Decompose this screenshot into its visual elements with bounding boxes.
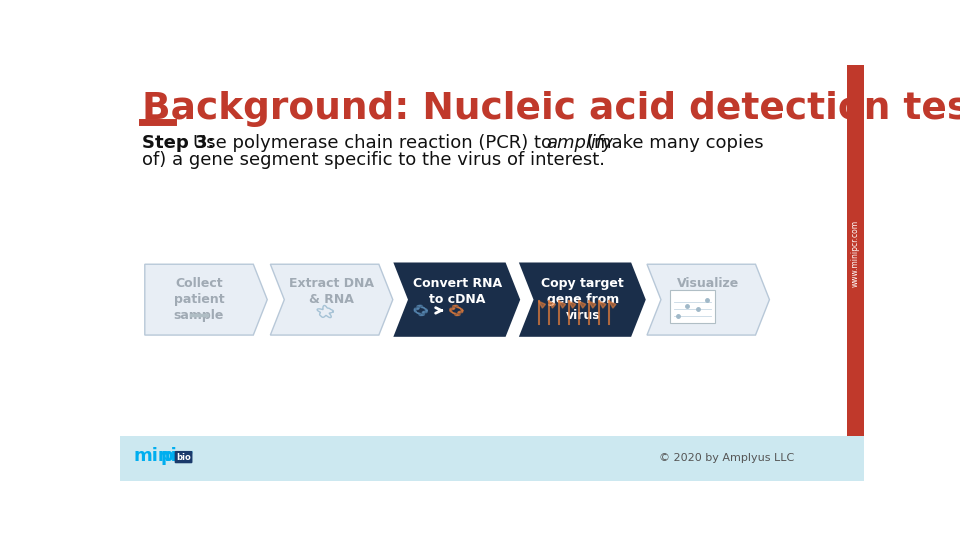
Text: pcr: pcr bbox=[160, 447, 193, 465]
Text: (make many copies: (make many copies bbox=[587, 134, 763, 152]
FancyBboxPatch shape bbox=[175, 451, 192, 463]
Polygon shape bbox=[568, 301, 576, 308]
Bar bbox=[847, 65, 864, 436]
Polygon shape bbox=[599, 301, 606, 308]
Text: © 2020 by Amplyus LLC: © 2020 by Amplyus LLC bbox=[659, 453, 794, 463]
Text: Background: Nucleic acid detection tests: Background: Nucleic acid detection tests bbox=[142, 91, 960, 127]
Polygon shape bbox=[539, 301, 545, 308]
Polygon shape bbox=[579, 301, 586, 308]
Text: Visualize: Visualize bbox=[677, 276, 739, 289]
Bar bbox=[670, 291, 715, 323]
Polygon shape bbox=[609, 301, 616, 308]
Polygon shape bbox=[548, 301, 556, 308]
Text: amplify: amplify bbox=[546, 134, 613, 152]
Polygon shape bbox=[396, 264, 518, 335]
Polygon shape bbox=[559, 301, 565, 308]
Polygon shape bbox=[521, 264, 644, 335]
Bar bbox=[120, 436, 864, 481]
Text: Collect
patient
sample: Collect patient sample bbox=[174, 276, 225, 321]
Text: mini: mini bbox=[134, 447, 178, 465]
Text: www.minipcr.com: www.minipcr.com bbox=[851, 220, 860, 287]
Text: of) a gene segment specific to the virus of interest.: of) a gene segment specific to the virus… bbox=[142, 151, 605, 169]
Text: Extract DNA
& RNA: Extract DNA & RNA bbox=[289, 276, 374, 306]
Polygon shape bbox=[145, 264, 267, 335]
Polygon shape bbox=[647, 264, 770, 335]
Text: Use polymerase chain reaction (PCR) to: Use polymerase chain reaction (PCR) to bbox=[193, 134, 552, 152]
Text: bio: bio bbox=[177, 453, 191, 462]
Polygon shape bbox=[588, 301, 596, 308]
Text: Convert RNA
to cDNA: Convert RNA to cDNA bbox=[413, 276, 502, 306]
Polygon shape bbox=[271, 264, 393, 335]
Text: Step 3:: Step 3: bbox=[142, 134, 214, 152]
Text: Copy target
gene from
virus: Copy target gene from virus bbox=[541, 276, 624, 321]
